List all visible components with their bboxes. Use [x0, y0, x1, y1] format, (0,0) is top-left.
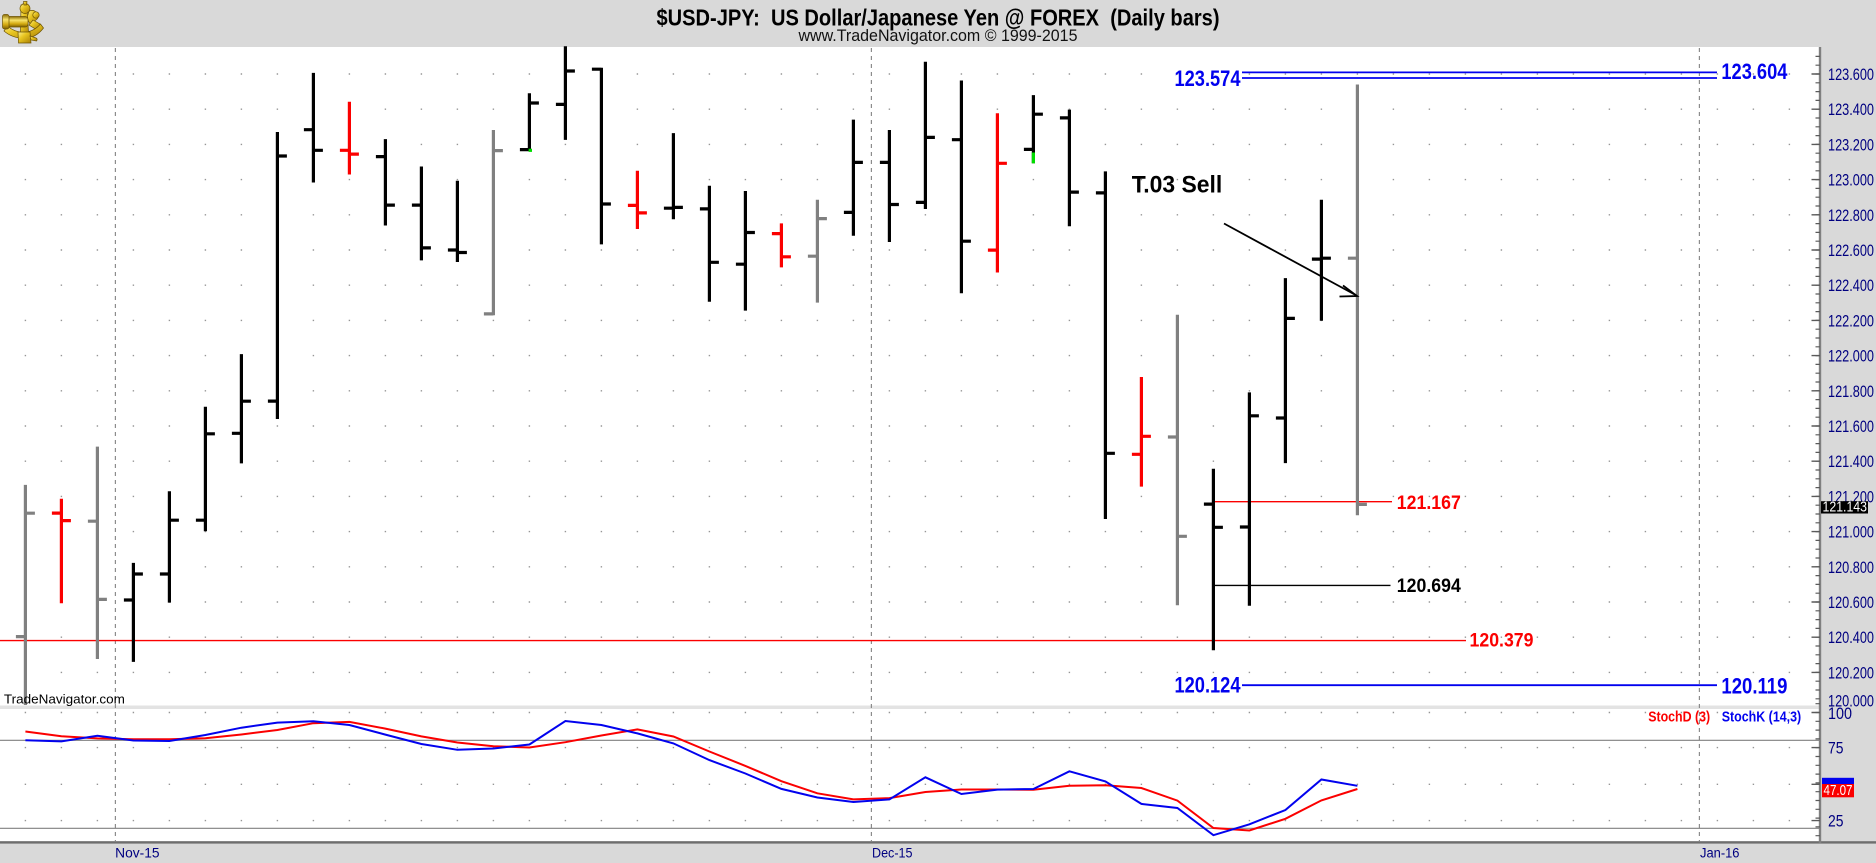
svg-text:121.143: 121.143: [1823, 499, 1868, 516]
svg-text:121.000: 121.000: [1828, 524, 1874, 542]
svg-text:123.574: 123.574: [1175, 66, 1242, 91]
svg-text:120.124: 120.124: [1175, 673, 1242, 698]
svg-text:121.600: 121.600: [1828, 418, 1874, 436]
svg-text:120.400: 120.400: [1828, 629, 1874, 647]
svg-text:123.200: 123.200: [1828, 136, 1874, 154]
svg-text:120.119: 120.119: [1721, 674, 1787, 699]
svg-text:100: 100: [1828, 705, 1852, 723]
svg-text:121.167: 121.167: [1397, 493, 1461, 514]
svg-text:122.800: 122.800: [1828, 207, 1874, 225]
svg-text:Jan-16: Jan-16: [1700, 845, 1740, 860]
svg-text:Nov-15: Nov-15: [115, 845, 159, 860]
svg-text:75: 75: [1828, 740, 1844, 758]
svg-text:$USD-JPY: US Dollar/Japanese: $USD-JPY: US Dollar/Japanese Yen @ FOREX…: [657, 4, 1220, 30]
svg-text:122.000: 122.000: [1828, 348, 1874, 366]
svg-text:120.600: 120.600: [1828, 594, 1874, 612]
svg-text:120.800: 120.800: [1828, 559, 1874, 577]
svg-text:47.07: 47.07: [1824, 782, 1853, 799]
svg-text:T.03 Sell: T.03 Sell: [1132, 172, 1223, 199]
svg-text:122.400: 122.400: [1828, 277, 1874, 295]
svg-text:120.000: 120.000: [1828, 693, 1874, 711]
svg-text:www.TradeNavigator.com © 1999-: www.TradeNavigator.com © 1999-2015: [798, 27, 1078, 45]
svg-text:122.200: 122.200: [1828, 312, 1874, 330]
svg-text:120.379: 120.379: [1470, 630, 1534, 651]
svg-text:123.400: 123.400: [1828, 101, 1874, 119]
svg-text:TradeNavigator.com: TradeNavigator.com: [4, 692, 125, 707]
svg-text:25: 25: [1828, 813, 1844, 831]
svg-text:121.400: 121.400: [1828, 453, 1874, 471]
svg-text:123.000: 123.000: [1828, 172, 1874, 190]
svg-text:120.200: 120.200: [1828, 664, 1874, 682]
svg-text:Dec-15: Dec-15: [872, 845, 913, 860]
svg-text:StochK (14,3): StochK (14,3): [1722, 709, 1802, 726]
svg-text:123.604: 123.604: [1721, 59, 1788, 84]
svg-text:StochD (3): StochD (3): [1648, 709, 1710, 726]
svg-text:123.600: 123.600: [1828, 66, 1874, 84]
svg-text:120.694: 120.694: [1397, 576, 1461, 597]
svg-text:121.800: 121.800: [1828, 383, 1874, 401]
svg-text:122.600: 122.600: [1828, 242, 1874, 260]
